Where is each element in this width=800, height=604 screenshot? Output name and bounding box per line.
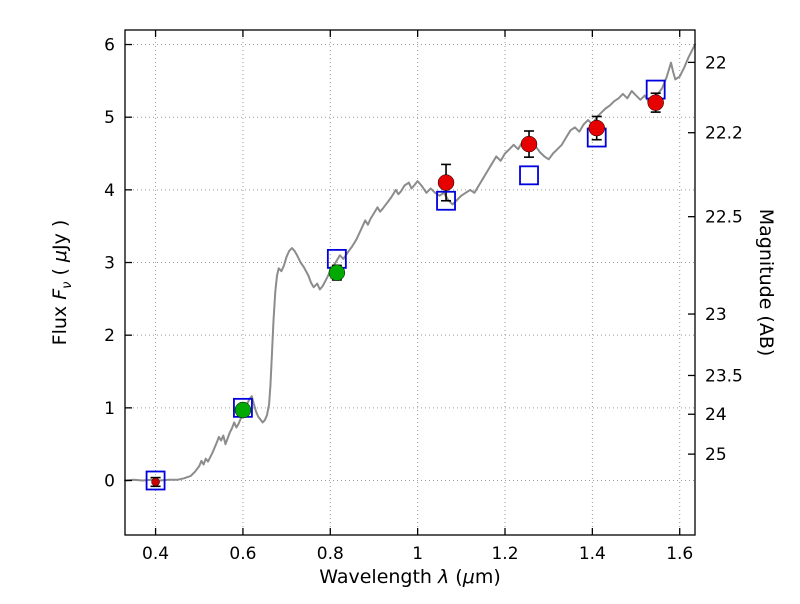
y-axis-label-left: Flux Fν ( μJy ) (49, 220, 75, 346)
observed-photometry-point (588, 119, 605, 137)
y-tick-label-left: 3 (104, 254, 115, 274)
y-tick-label-right: 23.5 (705, 366, 743, 386)
observed-photometry (151, 94, 664, 487)
observed-photometry-point (520, 135, 538, 153)
y-tick-label-left: 5 (104, 108, 115, 128)
y-tick-label-left: 6 (104, 36, 115, 56)
axes-frame (124, 29, 696, 536)
x-tick-label: 1.6 (666, 544, 693, 564)
y-tick-label-left: 4 (104, 181, 115, 201)
y-tick-label-right: 25 (705, 445, 727, 465)
y-tick-label-left: 2 (104, 326, 115, 346)
x-tick-label: 0.8 (317, 544, 344, 564)
y-axis-label-right: Magnitude (AB) (755, 209, 777, 357)
y-tick-label-right: 22 (705, 53, 727, 73)
x-tick-label: 1.2 (491, 544, 518, 564)
observed-photometry-point (234, 401, 252, 419)
observed-photometry-point (151, 477, 160, 487)
y-tick-label-left: 0 (104, 472, 115, 492)
model-photometry-point (145, 470, 166, 491)
y-tick-label-right: 23 (705, 305, 727, 325)
observed-photometry-point (328, 264, 346, 281)
x-tick-label: 1.4 (579, 544, 606, 564)
observed-photometry-point (437, 174, 455, 191)
y-tick-label-right: 22.5 (705, 208, 743, 228)
ticks: 0.4 0.6 0.8 1 1.2 1.4 1.601234562222.222.52323… (104, 30, 743, 564)
x-axis-label: Wavelength λ (μm) (319, 566, 500, 588)
y-tick-label-right: 22.2 (705, 124, 743, 144)
model-photometry-point (519, 165, 539, 186)
y-tick-label-right: 24 (705, 405, 727, 425)
model-photometry-point (436, 190, 456, 211)
observed-photometry-point (647, 94, 664, 111)
grid (125, 30, 695, 535)
x-tick-label: 0.4 (142, 544, 169, 564)
y-tick-label-left: 1 (104, 399, 115, 419)
x-tick-label: 0.6 (229, 544, 256, 564)
x-tick-label: 1 (412, 544, 423, 564)
